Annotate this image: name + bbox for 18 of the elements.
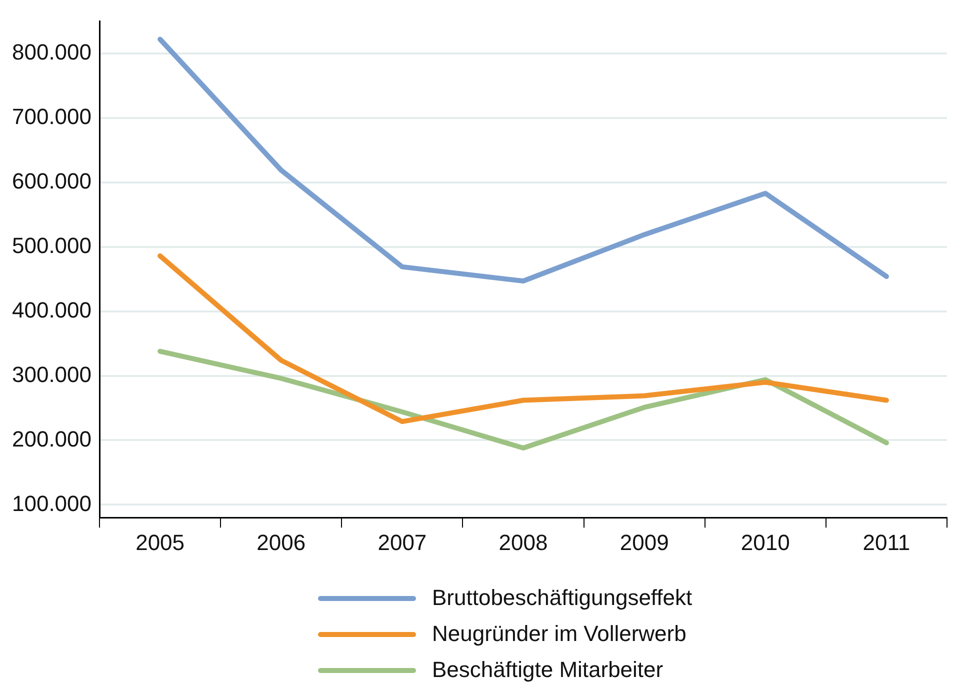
y-tick-label: 700.000 bbox=[12, 104, 92, 129]
legend-label: Neugründer im Vollerwerb bbox=[432, 621, 686, 647]
x-tick-label: 2011 bbox=[862, 530, 910, 555]
x-tick-label: 2010 bbox=[740, 530, 790, 555]
y-tick-label: 800.000 bbox=[12, 39, 92, 64]
x-tick-label: 2006 bbox=[256, 530, 306, 555]
y-tick-label: 100.000 bbox=[12, 490, 92, 516]
x-tick-label: 2005 bbox=[136, 530, 185, 555]
x-tick-label: 2009 bbox=[620, 530, 669, 555]
x-tick-label: 2007 bbox=[378, 530, 427, 555]
legend-label: Bruttobeschäftigungseffekt bbox=[432, 585, 692, 611]
y-tick-label: 200.000 bbox=[12, 426, 92, 452]
legend-label: Beschäftigte Mitarbeiter bbox=[432, 657, 664, 683]
x-tick-label: 2008 bbox=[498, 530, 548, 555]
y-tick-label: 500.000 bbox=[12, 232, 92, 258]
y-tick-label: 400.000 bbox=[12, 297, 92, 322]
y-tick-label: 600.000 bbox=[12, 168, 92, 194]
y-tick-label: 300.000 bbox=[12, 362, 92, 387]
